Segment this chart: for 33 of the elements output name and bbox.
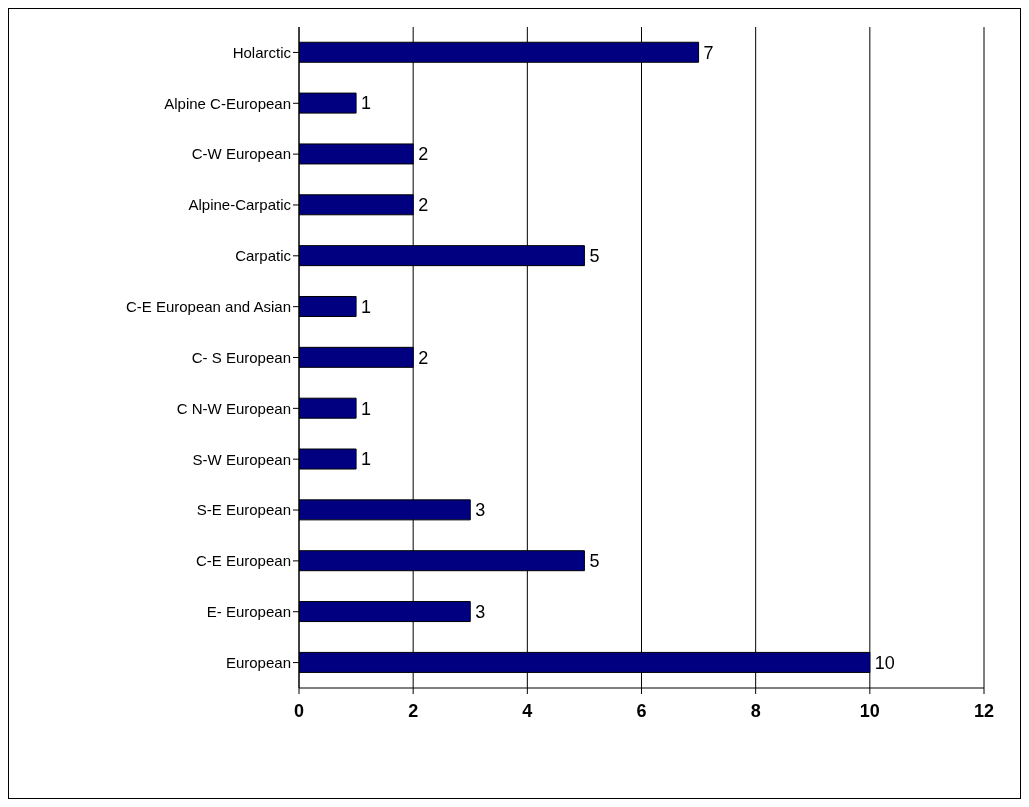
x-tick-label: 2 (408, 700, 419, 721)
x-tick-label: 6 (636, 700, 647, 721)
y-tick-label: Alpine-Carpatic (188, 196, 292, 214)
y-tick-label: C-E European and Asian (125, 297, 291, 315)
data-label: 1 (361, 449, 372, 470)
y-tick-label: C-E European (195, 552, 291, 570)
data-label: 2 (418, 144, 429, 165)
y-tick-label: C- S European (191, 348, 291, 366)
data-label: 10 (874, 652, 895, 673)
x-tick-label: 0 (293, 700, 305, 721)
y-tick-label: S-W European (192, 450, 291, 468)
y-tick-label: C N-W European (176, 399, 291, 417)
data-label: 3 (475, 601, 486, 622)
x-tick-label: 12 (973, 700, 995, 721)
data-label: 1 (361, 93, 372, 114)
data-label: 3 (475, 500, 486, 521)
y-tick-label: E- European (206, 603, 291, 621)
y-tick-label: European (225, 653, 291, 671)
data-label: 5 (589, 246, 600, 267)
y-tick-label: Carpatic (235, 247, 292, 265)
y-tick-label: C-W European (191, 145, 291, 163)
y-tick-label: Holarctic (232, 43, 292, 61)
y-tick-label: Alpine C-European (164, 94, 291, 112)
data-label: 5 (589, 551, 600, 572)
data-label: 1 (361, 398, 372, 419)
data-label: 2 (418, 347, 429, 368)
x-tick-label: 8 (750, 700, 761, 721)
data-label: 1 (361, 296, 372, 317)
x-tick-label: 4 (522, 700, 533, 721)
data-label: 7 (703, 42, 714, 63)
y-tick-label: S-E European (196, 501, 291, 519)
x-tick-label: 10 (859, 700, 880, 721)
data-label: 2 (418, 195, 429, 216)
